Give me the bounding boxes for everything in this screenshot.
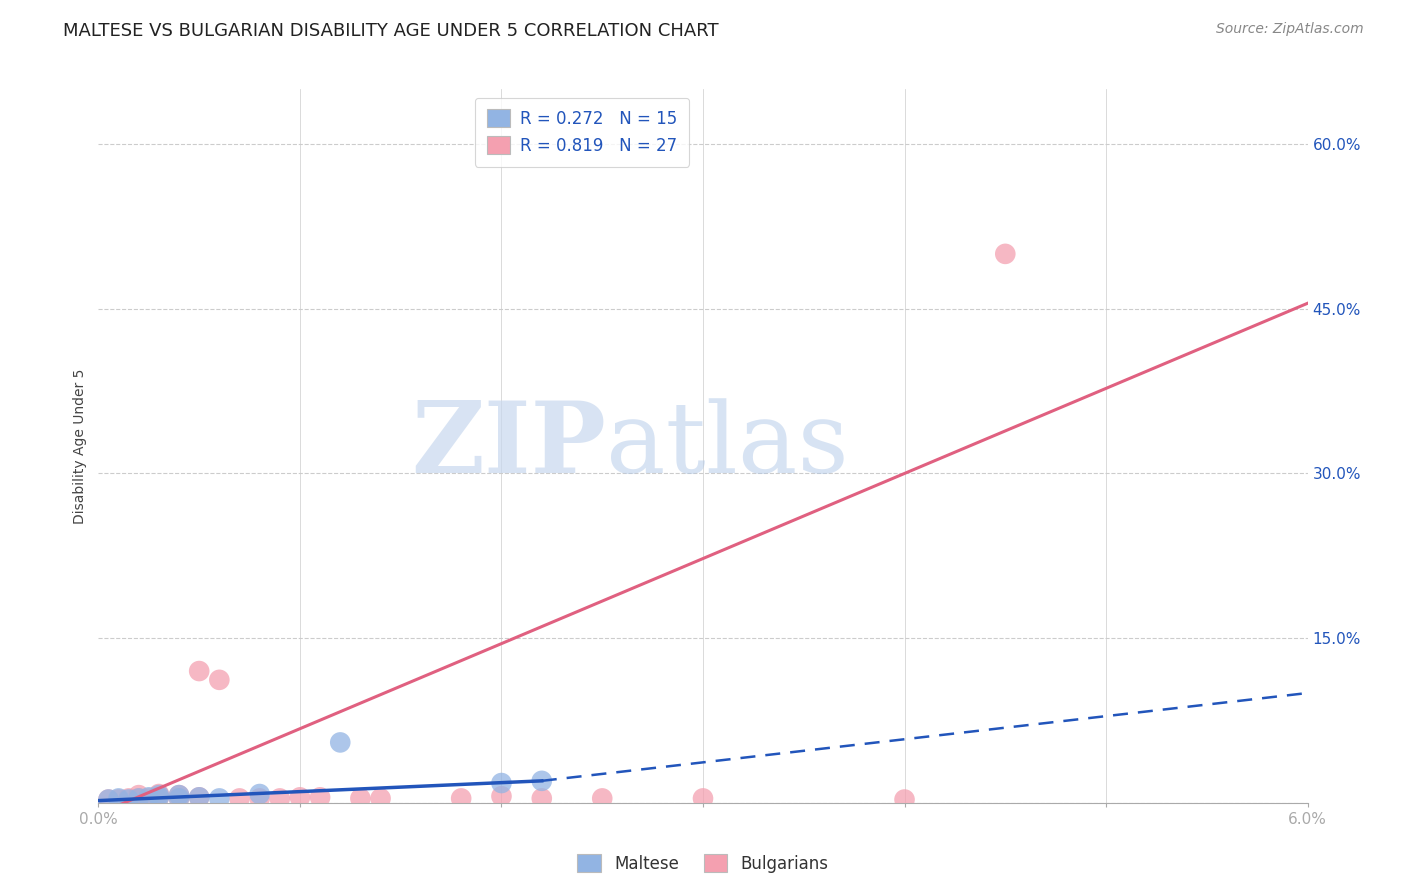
Point <box>269 791 291 805</box>
Point <box>128 788 150 802</box>
Text: MALTESE VS BULGARIAN DISABILITY AGE UNDER 5 CORRELATION CHART: MALTESE VS BULGARIAN DISABILITY AGE UNDE… <box>63 22 718 40</box>
Point <box>329 735 352 749</box>
Point <box>370 791 392 805</box>
Point <box>148 787 170 801</box>
Point <box>107 791 129 805</box>
Text: ZIP: ZIP <box>412 398 606 494</box>
Point <box>167 791 190 805</box>
Point <box>97 792 120 806</box>
Point <box>148 788 170 802</box>
Point <box>138 791 160 805</box>
Point <box>450 791 472 805</box>
Y-axis label: Disability Age Under 5: Disability Age Under 5 <box>73 368 87 524</box>
Point <box>148 790 170 805</box>
Text: Source: ZipAtlas.com: Source: ZipAtlas.com <box>1216 22 1364 37</box>
Point <box>249 791 271 805</box>
Point <box>167 788 190 802</box>
Point <box>491 789 513 804</box>
Point <box>994 247 1017 261</box>
Point <box>107 792 129 806</box>
Point <box>188 790 211 805</box>
Point <box>188 790 211 805</box>
Point <box>288 790 311 805</box>
Legend: Maltese, Bulgarians: Maltese, Bulgarians <box>571 847 835 880</box>
Point <box>591 791 613 805</box>
Point <box>349 791 371 805</box>
Point <box>309 790 332 805</box>
Point <box>893 792 915 806</box>
Point <box>128 791 150 805</box>
Point <box>148 790 170 805</box>
Point <box>491 776 513 790</box>
Point <box>530 791 553 805</box>
Point <box>692 791 714 805</box>
Point <box>249 787 271 801</box>
Text: atlas: atlas <box>606 398 849 494</box>
Point <box>228 791 250 805</box>
Point <box>97 792 120 806</box>
Legend: R = 0.272   N = 15, R = 0.819   N = 27: R = 0.272 N = 15, R = 0.819 N = 27 <box>475 97 689 167</box>
Point <box>167 788 190 802</box>
Point <box>188 664 211 678</box>
Point <box>118 791 141 805</box>
Point <box>138 790 160 805</box>
Point <box>128 791 150 805</box>
Point <box>208 673 231 687</box>
Point <box>530 773 553 788</box>
Point <box>208 791 231 805</box>
Point <box>118 792 141 806</box>
Point <box>167 791 190 805</box>
